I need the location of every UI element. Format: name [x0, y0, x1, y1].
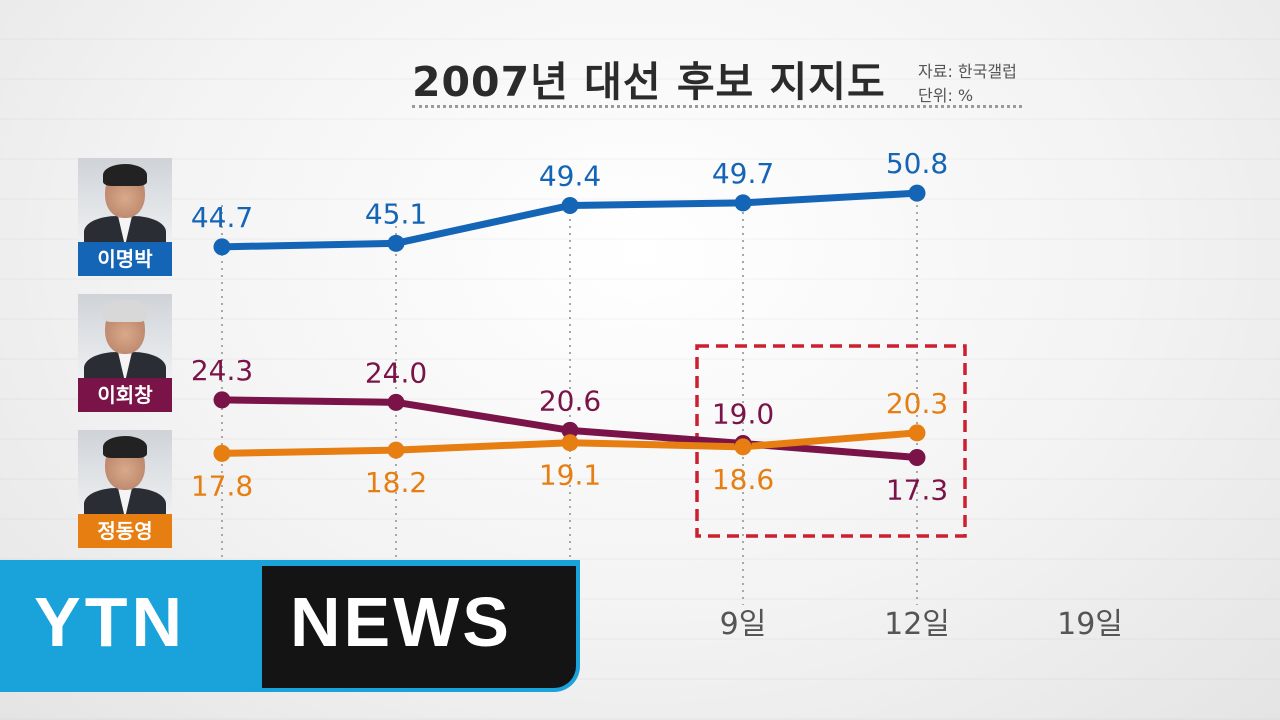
data-label: 45.1	[365, 197, 427, 230]
data-label: 50.8	[886, 147, 948, 180]
data-point	[561, 434, 579, 452]
unit-text: 단위: %	[918, 86, 974, 105]
data-point	[387, 393, 405, 411]
data-point	[734, 194, 752, 212]
candidate-photo	[78, 294, 172, 378]
data-label: 24.0	[365, 356, 427, 389]
data-label: 18.2	[365, 466, 427, 499]
candidate-photo	[78, 158, 172, 242]
data-point	[561, 421, 579, 439]
chart-title: 2007년 대선 후보 지지도	[412, 58, 886, 106]
data-label: 49.7	[712, 157, 774, 190]
x-tick-label: 12일	[884, 607, 950, 642]
data-label: 49.4	[539, 159, 601, 192]
x-tick-label: 19일	[1057, 607, 1123, 642]
title-underline	[412, 105, 1022, 108]
candidate-card-lee-myungbak: 이명박	[78, 158, 172, 276]
data-point	[387, 234, 405, 252]
data-label: 24.3	[191, 354, 253, 387]
data-label: 18.6	[712, 463, 774, 496]
data-label: 20.6	[539, 384, 601, 417]
data-point	[908, 184, 926, 202]
logo-ytn: YTN	[34, 583, 186, 661]
data-point	[734, 438, 752, 456]
candidate-card-lee-hoechang: 이회창	[78, 294, 172, 412]
source-text: 자료: 한국갤럽	[918, 62, 1017, 81]
x-tick-label: 9일	[720, 607, 767, 642]
data-point	[213, 391, 231, 409]
data-point	[213, 444, 231, 462]
candidate-name-label: 이회창	[78, 378, 172, 412]
data-label: 19.1	[539, 459, 601, 492]
data-point	[561, 196, 579, 214]
data-label: 17.3	[886, 474, 948, 507]
data-point	[387, 441, 405, 459]
data-label: 20.3	[886, 387, 948, 420]
data-point	[908, 424, 926, 442]
candidate-photo	[78, 430, 172, 514]
data-label: 17.8	[191, 469, 253, 502]
data-label: 44.7	[191, 201, 253, 234]
logo-news-box	[262, 566, 576, 688]
data-point	[213, 238, 231, 256]
data-label: 19.0	[712, 398, 774, 431]
logo-news: NEWS	[290, 583, 512, 661]
candidate-name-label: 정동영	[78, 514, 172, 548]
candidate-card-chung-dongyoung: 정동영	[78, 430, 172, 548]
data-point	[908, 449, 926, 467]
candidate-name-label: 이명박	[78, 242, 172, 276]
